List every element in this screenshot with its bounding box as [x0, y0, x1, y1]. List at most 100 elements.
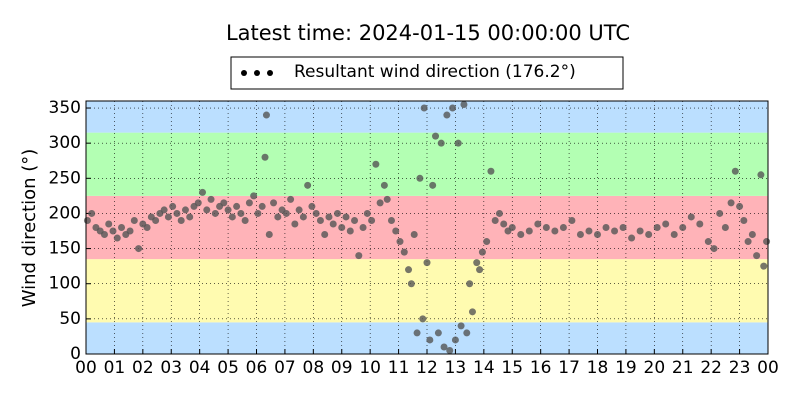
- x-tick-label: 02: [132, 358, 154, 378]
- zone-band: [86, 259, 768, 323]
- legend-label: Resultant wind direction (176.2°): [294, 62, 576, 82]
- point: [372, 160, 380, 168]
- point: [203, 206, 211, 214]
- x-tick-label: 21: [672, 358, 694, 378]
- point: [291, 220, 299, 228]
- point: [602, 224, 610, 231]
- point: [704, 238, 712, 246]
- point: [261, 153, 269, 161]
- point: [237, 209, 245, 217]
- plot-frame: [85, 100, 769, 355]
- point: [254, 209, 262, 217]
- point: [460, 101, 468, 109]
- x-tick-label: 06: [246, 358, 268, 378]
- x-tick-label: 10: [359, 358, 381, 378]
- point: [542, 224, 550, 231]
- point: [487, 167, 495, 175]
- point: [645, 231, 653, 239]
- point: [457, 322, 465, 330]
- y-tick-label: 250: [49, 168, 81, 188]
- point: [446, 346, 454, 354]
- point: [619, 224, 627, 231]
- x-tick-label: 17: [558, 358, 580, 378]
- point: [282, 209, 290, 217]
- point: [432, 132, 440, 140]
- point: [207, 195, 215, 203]
- point: [351, 216, 359, 224]
- point: [199, 188, 207, 196]
- point: [407, 280, 415, 288]
- chart-title: Latest time: 2024-01-15 00:00:00 UTC: [226, 21, 630, 45]
- point: [333, 209, 341, 217]
- point: [687, 213, 695, 221]
- x-tick-label: 12: [416, 358, 438, 378]
- point: [670, 231, 678, 239]
- point: [250, 192, 258, 200]
- point: [463, 329, 471, 337]
- point: [405, 266, 413, 274]
- point: [727, 199, 735, 207]
- point: [169, 202, 177, 210]
- point: [400, 248, 408, 256]
- point: [83, 216, 91, 224]
- point: [321, 231, 329, 239]
- point: [662, 220, 670, 228]
- zone-band: [86, 132, 768, 196]
- point: [274, 213, 282, 221]
- x-tick-label: 11: [388, 358, 410, 378]
- x-tick-label: 08: [303, 358, 325, 378]
- point: [304, 181, 312, 189]
- point: [413, 329, 421, 337]
- point: [376, 199, 384, 207]
- point: [449, 104, 457, 112]
- point: [500, 220, 508, 228]
- point: [211, 209, 219, 217]
- point: [265, 231, 273, 239]
- point: [416, 174, 424, 182]
- point: [426, 336, 434, 344]
- point: [753, 252, 761, 260]
- x-tick-label: 19: [615, 358, 637, 378]
- point: [194, 199, 202, 207]
- point: [525, 227, 533, 235]
- x-tick-label: 14: [473, 358, 495, 378]
- point: [392, 227, 400, 235]
- point: [731, 167, 739, 175]
- y-tick-label: 100: [49, 274, 81, 294]
- point: [186, 213, 194, 221]
- point: [164, 213, 172, 221]
- point: [423, 259, 431, 267]
- point: [716, 209, 724, 217]
- point: [468, 308, 476, 316]
- point: [118, 224, 126, 231]
- point: [173, 209, 181, 217]
- point: [585, 227, 593, 235]
- point: [338, 224, 346, 231]
- point: [113, 234, 121, 242]
- point: [224, 206, 232, 214]
- point: [368, 216, 376, 224]
- point: [299, 213, 307, 221]
- x-tick-label: 16: [530, 358, 552, 378]
- point: [220, 199, 228, 207]
- point: [748, 231, 756, 239]
- x-tick-label: 05: [217, 358, 239, 378]
- point: [262, 111, 270, 119]
- y-tick-label: 150: [49, 239, 81, 259]
- point: [109, 227, 117, 235]
- x-tick-label: 20: [644, 358, 666, 378]
- point: [287, 195, 295, 203]
- x-tick-label: 23: [729, 358, 751, 378]
- point: [342, 213, 350, 221]
- point: [478, 248, 486, 256]
- point: [181, 206, 189, 214]
- point: [517, 231, 525, 239]
- point: [228, 213, 236, 221]
- point: [491, 216, 499, 224]
- y-tick-label: 50: [59, 309, 81, 329]
- x-tick-label: 15: [501, 358, 523, 378]
- point: [100, 231, 108, 239]
- point: [429, 181, 437, 189]
- point: [143, 224, 151, 231]
